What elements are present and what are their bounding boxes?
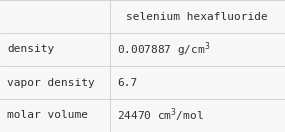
Text: 6.7: 6.7 [117,77,137,88]
Text: molar volume: molar volume [7,110,88,121]
Text: vapor density: vapor density [7,77,95,88]
Text: selenium hexafluoride: selenium hexafluoride [127,11,268,22]
Text: density: density [7,44,54,55]
Text: 24470 cm$^{3}$/mol: 24470 cm$^{3}$/mol [117,107,203,124]
Text: 0.007887 g/cm$^{3}$: 0.007887 g/cm$^{3}$ [117,40,210,59]
